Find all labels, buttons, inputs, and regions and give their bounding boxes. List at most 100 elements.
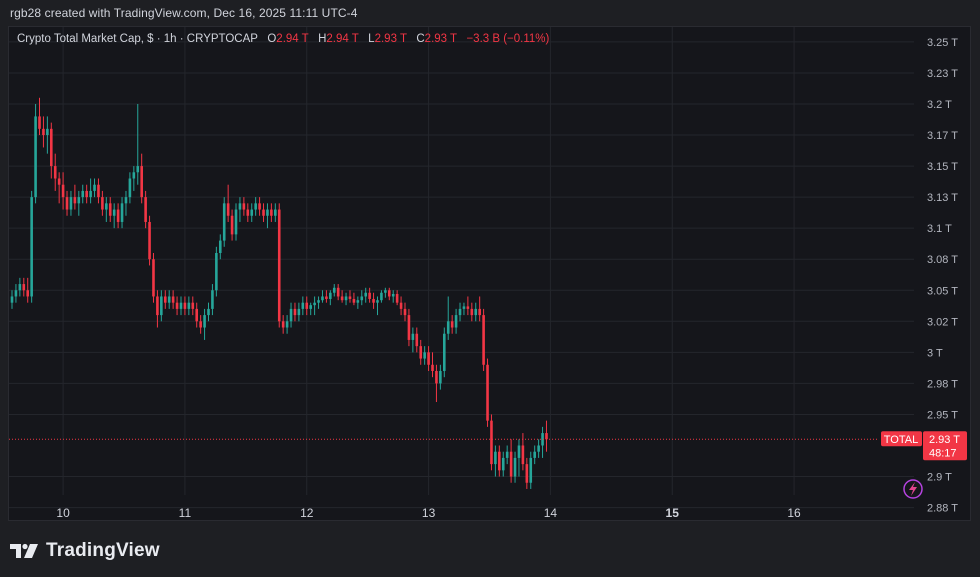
candle [191, 296, 195, 316]
y-tick-label: 2.88 T [927, 503, 958, 515]
candle [218, 234, 222, 260]
candle-body [211, 290, 214, 309]
symbol-tag-bg [881, 431, 922, 447]
candle [207, 302, 210, 322]
open-value: 2.94 T [276, 33, 309, 45]
candle [450, 315, 454, 334]
candle [395, 290, 399, 306]
candle [325, 290, 328, 303]
candle-body [423, 352, 426, 359]
candle-body [415, 333, 419, 347]
candle-body [297, 308, 301, 316]
candle [505, 445, 509, 465]
candle [305, 296, 309, 316]
candle-body [105, 203, 108, 210]
lightning-icon[interactable] [903, 479, 923, 499]
candle [97, 178, 100, 204]
candle [203, 308, 206, 340]
candle [545, 420, 548, 452]
candle-body [439, 370, 442, 384]
candle-body [262, 209, 265, 216]
candle-body [65, 197, 69, 210]
candlestick-chart[interactable]: 3.25 T 3.23 T 3.2 T 3.17 T 3.15 T 3.13 T 3.1 T… [9, 27, 970, 520]
candle [411, 327, 415, 353]
chart-legend: Crypto Total Market Cap, $ · 1h · CRYPTO… [17, 33, 549, 45]
candle [156, 290, 159, 328]
candle-body [61, 184, 65, 198]
candle-body [242, 203, 246, 210]
candle [167, 290, 171, 309]
candle [541, 426, 544, 458]
candle-body [332, 287, 336, 293]
tradingview-logo[interactable]: TradingView [10, 540, 160, 562]
candle-body [136, 166, 140, 173]
candle [391, 290, 395, 303]
candle-body [234, 209, 238, 235]
candle [313, 296, 316, 316]
candle-body [42, 128, 45, 136]
candle-body [348, 296, 352, 299]
candle-body [191, 302, 195, 309]
x-tick-label: 15 [666, 506, 680, 520]
y-tick-label: 3.15 T [927, 161, 958, 173]
symbol-description: Crypto Total Market Cap, $ · 1h · CRYPTO… [17, 33, 258, 45]
candle-body [517, 445, 521, 458]
candle [226, 184, 230, 222]
candle-body [403, 308, 407, 316]
candle [101, 190, 104, 216]
candle [435, 364, 438, 403]
candle-body [505, 451, 509, 458]
candle [529, 451, 533, 489]
candle-body [156, 296, 159, 316]
candle [309, 302, 312, 316]
candle-body [380, 292, 383, 301]
candle-body [537, 445, 540, 452]
change-value: −3.3 B (−0.11%) [466, 33, 550, 45]
candle [105, 197, 108, 222]
candle-body [387, 290, 391, 297]
candle-body [289, 308, 293, 322]
candle [340, 290, 344, 303]
candle [148, 215, 151, 266]
candle [50, 122, 53, 179]
candle [266, 203, 269, 229]
candle-body [187, 302, 191, 309]
candle-body [128, 178, 132, 198]
candle-body [250, 209, 254, 216]
chart-credit: rgb28 created with TradingView.com, Dec … [10, 6, 358, 20]
candle [57, 172, 61, 204]
candle-body [199, 321, 202, 328]
candle-body [411, 333, 415, 340]
candle-body [317, 300, 320, 303]
candle-body [254, 203, 257, 210]
candle-body [10, 296, 14, 303]
candle [368, 287, 371, 303]
candle [490, 414, 493, 471]
candle-body [14, 290, 18, 297]
candle [513, 451, 517, 483]
open-label: O [267, 33, 277, 45]
candle-body [258, 203, 261, 210]
chart-panel[interactable]: 3.25 T 3.23 T 3.2 T 3.17 T 3.15 T 3.13 T 3.1 T… [8, 26, 971, 521]
candle-body [171, 296, 175, 303]
candle [38, 97, 41, 136]
candle-body [124, 197, 128, 204]
candle-body [336, 287, 340, 297]
candle [285, 315, 289, 334]
candle-body [93, 184, 96, 191]
candle [462, 302, 466, 316]
candle [262, 203, 265, 222]
candle [498, 445, 501, 477]
candle-body [466, 306, 470, 309]
candle-body [545, 433, 548, 440]
candle [399, 296, 403, 316]
candle-body [140, 166, 143, 198]
candle-body [470, 308, 474, 316]
low-value: 2.93 T [374, 33, 407, 45]
candle [34, 103, 37, 204]
y-tick-label: 3.13 T [927, 192, 958, 204]
candle [140, 153, 143, 204]
x-tick-label: 14 [544, 506, 558, 520]
candle [128, 172, 132, 204]
candle [230, 209, 234, 241]
